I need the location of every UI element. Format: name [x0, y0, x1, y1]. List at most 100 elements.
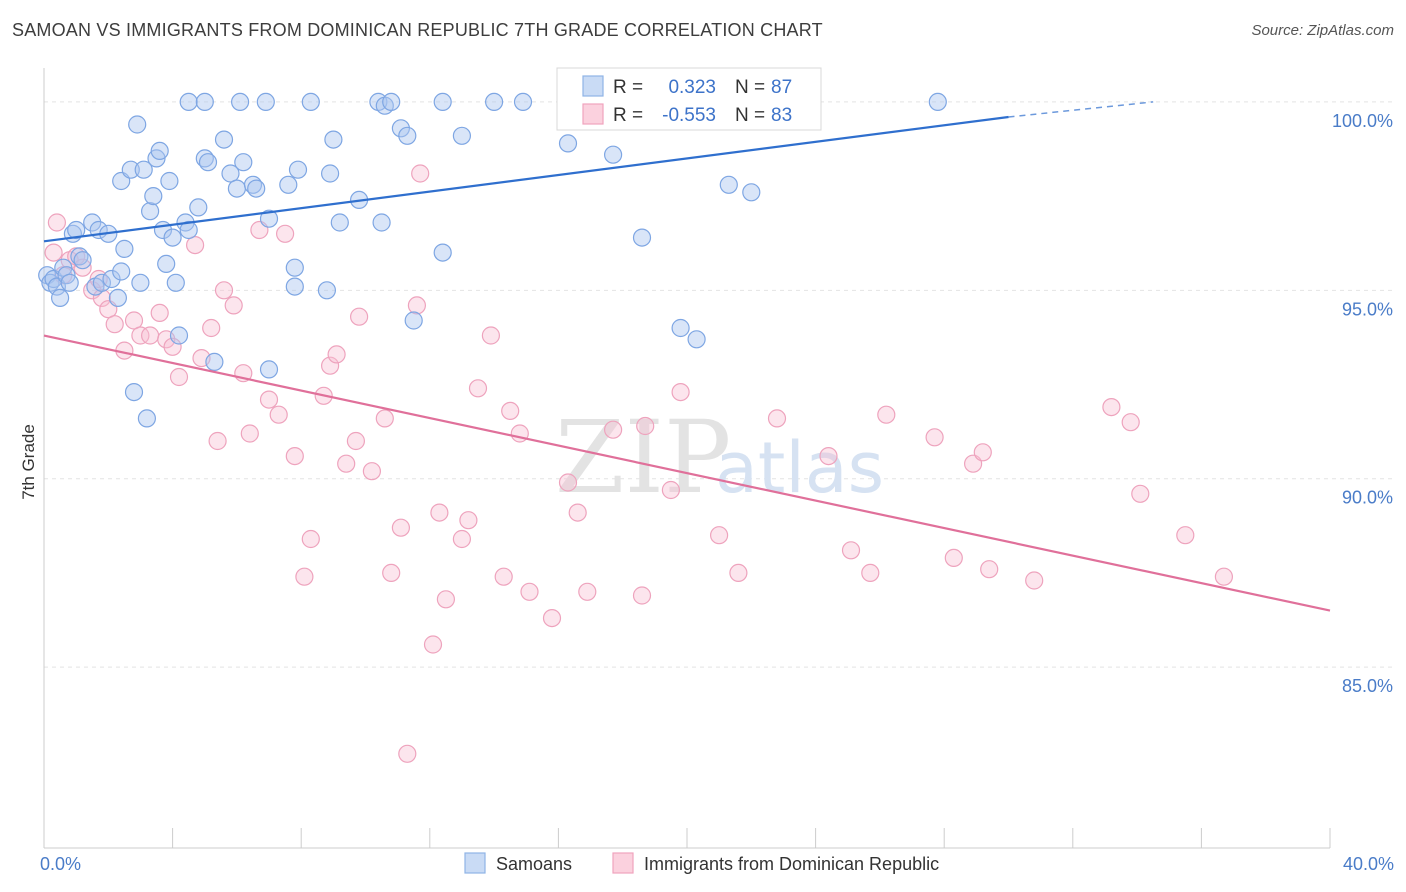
dominican-point-46 — [411, 164, 430, 183]
samoans-point-29 — [144, 187, 163, 206]
dominican-point-49 — [436, 590, 455, 609]
samoans-point-74 — [433, 92, 452, 112]
samoans-point-12 — [83, 213, 102, 232]
dominican-point-62 — [603, 420, 623, 439]
samoans-point-9 — [67, 220, 86, 240]
dominican-point-54 — [494, 567, 513, 586]
watermark-atlas: atlas — [715, 427, 884, 509]
dominican-point-60 — [568, 503, 587, 522]
legend-swatch-dominican — [612, 852, 634, 874]
dominican-point-71 — [841, 541, 861, 560]
dominican-point-36 — [327, 345, 346, 364]
samoans-point-80 — [632, 228, 652, 247]
stats-swatch-pink — [582, 103, 604, 125]
samoans-point-60 — [301, 92, 320, 112]
dominican-point-12 — [124, 311, 144, 330]
samoans-trend-line — [43, 115, 1009, 243]
dominican-point-53 — [481, 326, 500, 345]
samoans-point-21 — [115, 239, 134, 258]
samoans-point-69 — [382, 92, 401, 112]
dominican-point-35 — [321, 356, 340, 375]
samoans-point-53 — [256, 92, 275, 112]
samoans-point-75 — [452, 126, 471, 145]
dominican-point-44 — [398, 744, 417, 763]
dominican-point-23 — [214, 281, 234, 300]
y-tick-label-0: 100.0% — [1332, 111, 1393, 131]
samoans-point-11 — [73, 251, 92, 270]
dominican-point-30 — [276, 224, 295, 243]
dominican-point-28 — [259, 390, 279, 409]
dominican-point-38 — [346, 431, 365, 451]
samoans-point-76 — [485, 92, 504, 112]
dominican-trend-line — [43, 334, 1331, 612]
stats-swatch-blue — [582, 75, 604, 97]
dominican-point-64 — [636, 416, 655, 436]
samoans-point-33 — [157, 254, 176, 273]
samoans-point-82 — [687, 330, 706, 349]
y-axis-title: 7th Grade — [19, 424, 38, 500]
legend-label-samoans: Samoans — [496, 854, 572, 874]
chart-title: SAMOAN VS IMMIGRANTS FROM DOMINICAN REPU… — [12, 20, 823, 40]
samoans-point-31 — [150, 141, 169, 160]
samoans-point-22 — [121, 160, 140, 179]
dominican-point-82 — [1131, 484, 1150, 503]
dominican-point-22 — [208, 431, 227, 451]
stats-r-label-pink: R = — [613, 105, 643, 126]
samoans-point-50 — [231, 92, 250, 112]
samoans-point-61 — [317, 281, 336, 300]
samoans-point-42 — [195, 92, 214, 112]
samoans-point-45 — [205, 352, 224, 371]
samoans-point-77 — [513, 92, 533, 112]
dominican-point-1 — [47, 213, 67, 232]
dominican-point-61 — [578, 582, 597, 601]
dominican-point-84 — [1214, 567, 1234, 586]
samoans-point-15 — [92, 273, 112, 292]
samoans-point-62 — [321, 164, 340, 183]
samoans-point-66 — [372, 213, 391, 232]
stats-r-label-blue: R = — [613, 77, 643, 98]
stats-box: R = 0.323 N = 87 R = -0.553 N = 83 — [556, 67, 822, 131]
samoans-point-47 — [221, 164, 240, 183]
samoans-point-18 — [108, 288, 128, 307]
y-tick-labels: 100.0% 95.0% 90.0% 85.0% — [1332, 111, 1393, 696]
dominican-point-65 — [661, 480, 681, 500]
samoans-point-79 — [603, 145, 623, 164]
dominican-point-81 — [1121, 413, 1140, 432]
dominican-point-26 — [240, 424, 259, 443]
dominican-point-29 — [269, 405, 288, 424]
dominican-point-59 — [558, 473, 578, 492]
samoans-point-46 — [214, 130, 234, 149]
stats-r-value-pink: -0.553 — [662, 105, 716, 126]
dominican-point-50 — [452, 529, 471, 549]
samoans-trend-extension — [1008, 101, 1154, 118]
legend-swatch-samoans — [464, 852, 486, 874]
watermark-zip: ZIP — [555, 399, 731, 516]
stats-n-value-pink: 83 — [771, 105, 792, 126]
samoans-point-25 — [131, 273, 150, 292]
dominican-point-0 — [44, 243, 63, 262]
dominican-point-10 — [105, 315, 124, 334]
samoans-point-23 — [124, 383, 144, 402]
samoans-point-85 — [928, 92, 947, 112]
samoans-point-37 — [169, 326, 189, 345]
dominican-point-8 — [92, 288, 112, 307]
samoans-point-41 — [189, 198, 208, 217]
dominican-point-51 — [459, 511, 478, 530]
dominican-point-42 — [382, 563, 401, 583]
dominican-point-17 — [163, 337, 182, 356]
samoans-point-78 — [558, 134, 578, 153]
samoans-point-4 — [50, 288, 70, 307]
dominican-point-21 — [202, 318, 221, 338]
samoans-point-54 — [259, 209, 279, 228]
samoans-point-73 — [433, 243, 452, 262]
samoans-point-55 — [259, 360, 279, 379]
dominican-point-55 — [501, 401, 520, 420]
dominican-point-15 — [150, 303, 169, 322]
dominican-point-39 — [350, 307, 369, 326]
stats-n-label-pink: N = — [735, 105, 765, 126]
dominican-point-58 — [542, 608, 562, 628]
dominican-point-67 — [709, 526, 729, 545]
samoans-point-34 — [160, 171, 179, 191]
dominican-point-31 — [285, 447, 304, 466]
dominican-point-45 — [407, 296, 426, 315]
